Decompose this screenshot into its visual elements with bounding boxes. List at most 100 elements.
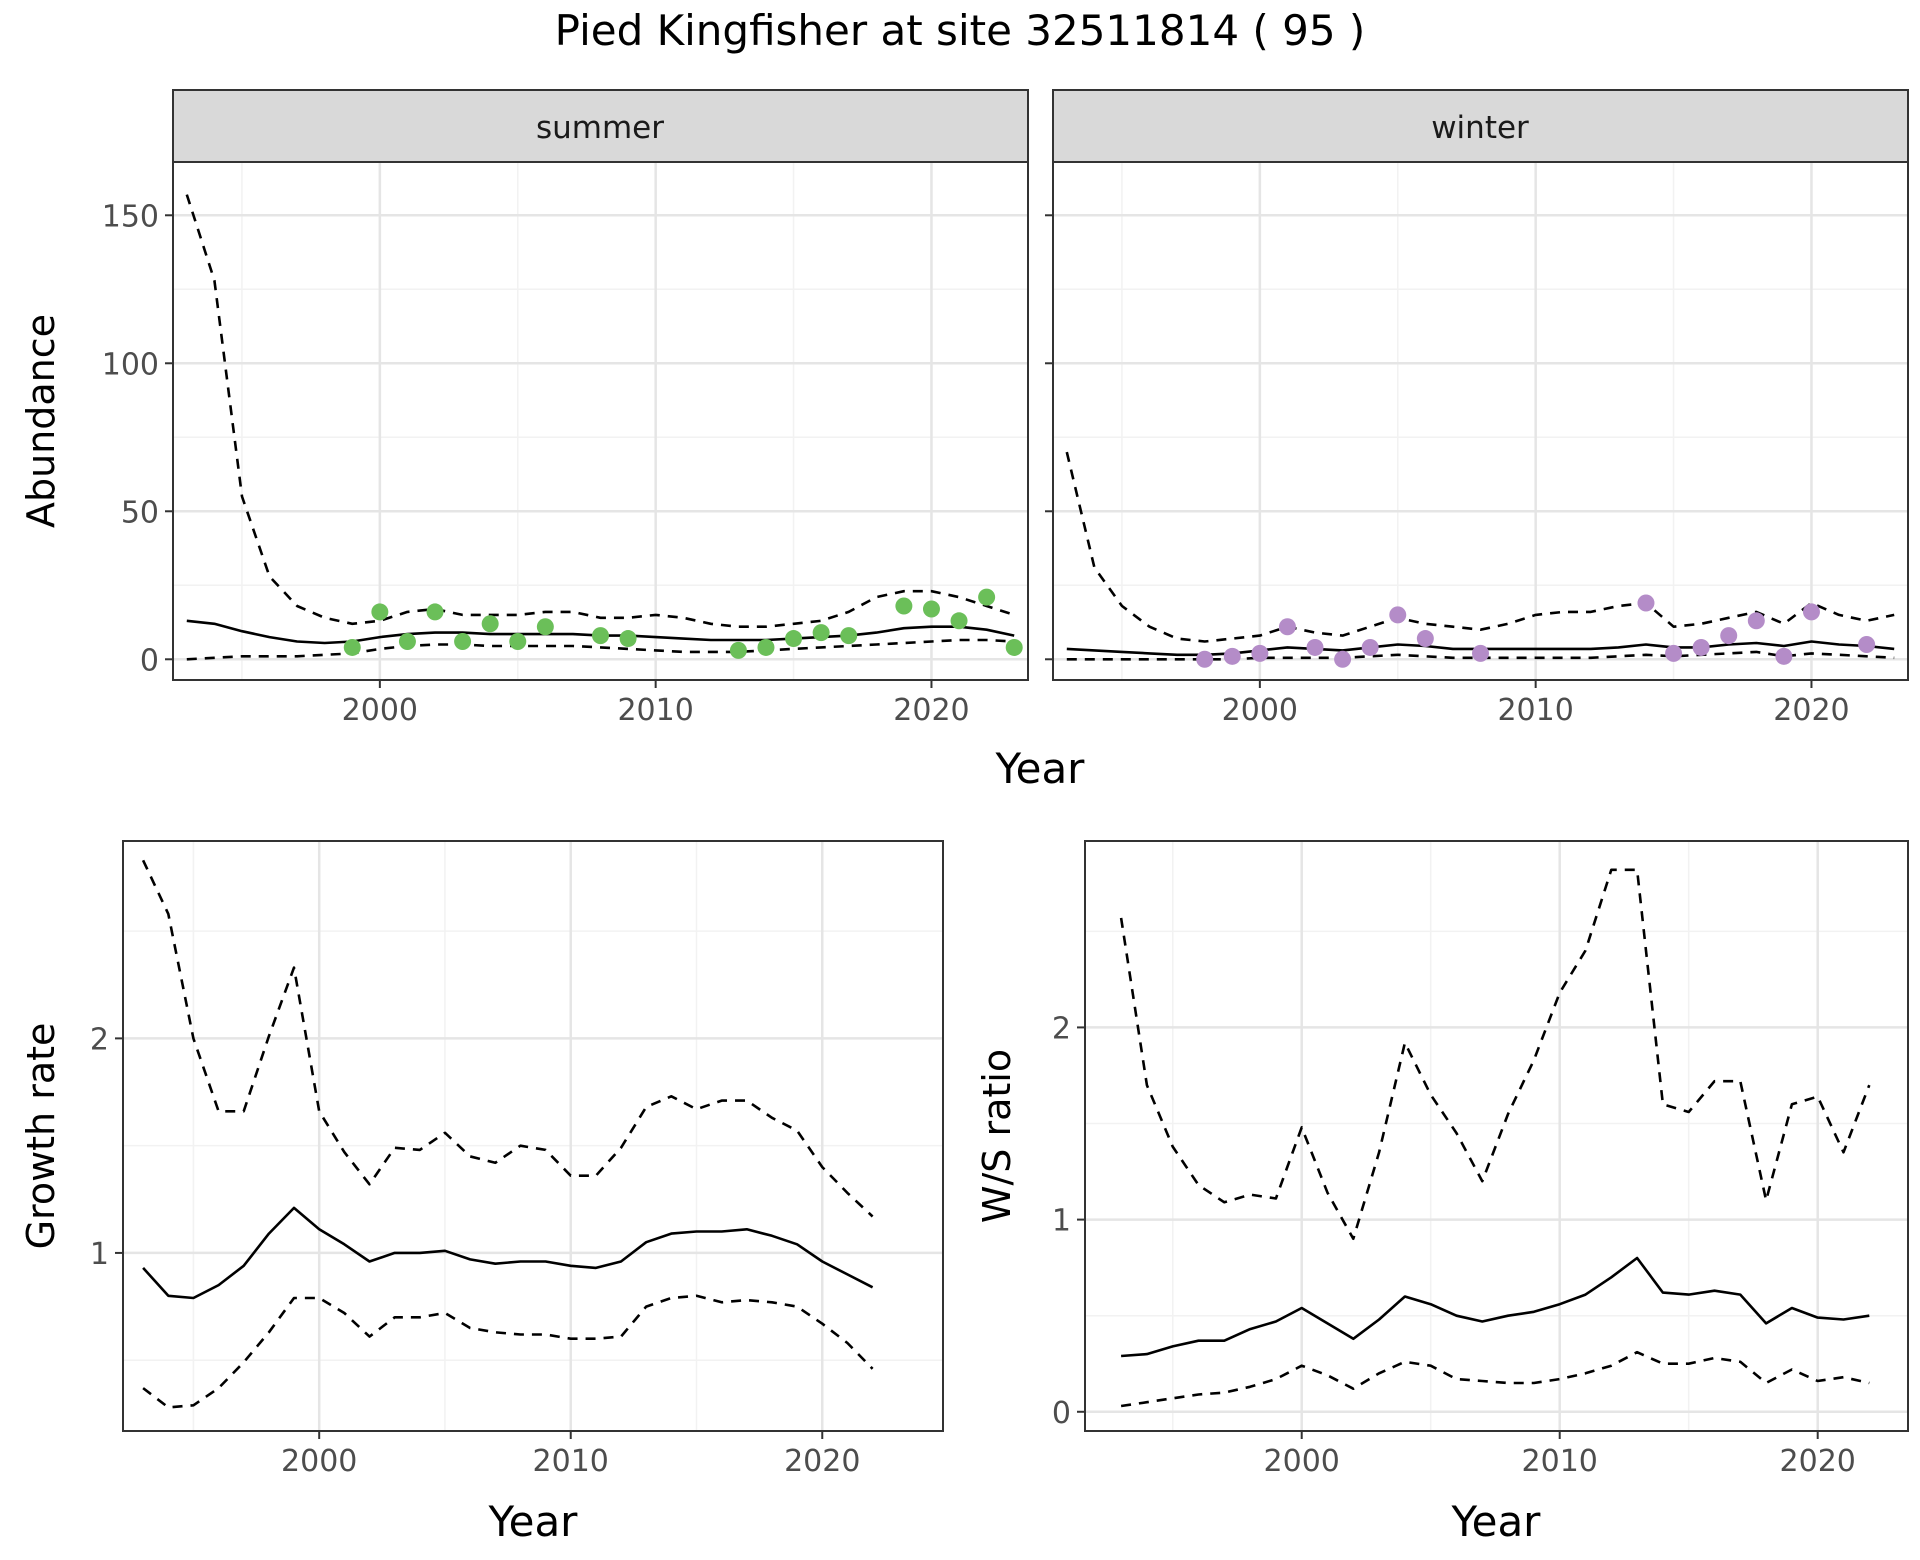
- ws-x-tick-label: 2010: [1522, 1444, 1598, 1479]
- ws-y-tick-label: 2: [1052, 1011, 1071, 1046]
- winter-data-point: [1278, 618, 1296, 636]
- winter-data-point: [1389, 606, 1407, 624]
- summer-data-point: [922, 600, 940, 618]
- growth-y-axis-title: Growth rate: [19, 1023, 63, 1250]
- ws-plot-border: [1084, 840, 1909, 1432]
- summer-data-point: [343, 638, 361, 656]
- growth-series: [141, 859, 874, 1409]
- winter-series: [1065, 451, 1895, 668]
- winter-plot-border: [1052, 161, 1909, 681]
- summer-y-axis-title: Abundance: [19, 314, 63, 528]
- growth-x-tick-label: 2020: [784, 1444, 860, 1479]
- winter-ci-line-1: [1065, 451, 1895, 643]
- summer-plot-area: [173, 162, 1028, 680]
- winter-data-point: [1747, 612, 1765, 630]
- ws-ci-line-2: [1120, 1350, 1870, 1408]
- summer-data-point: [592, 627, 609, 645]
- winter-data-point: [1802, 603, 1820, 621]
- growth-trend-line: [142, 1206, 874, 1300]
- winter-data-point: [1692, 638, 1710, 656]
- winter-panel: winter 2000 2010 2020: [1045, 89, 1909, 728]
- winter-strip: [1052, 89, 1909, 163]
- growth-plot-border: [122, 840, 944, 1432]
- winter-x-tick-label: 2010: [1497, 693, 1573, 728]
- ws-axes: 2000 2010 2020 0 1 2: [1052, 1011, 1856, 1479]
- winter-data-point: [1720, 627, 1738, 645]
- summer-strip: [172, 89, 1029, 163]
- summer-data-point: [619, 630, 637, 648]
- summer-ci-line-1: [185, 194, 1015, 628]
- summer-data-point: [371, 603, 389, 621]
- ws-ratio-panel: 2000 2010 2020 0 1 2 W/S ratio Year: [975, 840, 1909, 1546]
- summer-strip-label: summer: [536, 110, 664, 146]
- winter-data-point: [1858, 635, 1876, 653]
- ws-x-tick-label: 2000: [1264, 1444, 1340, 1479]
- winter-data-point: [1472, 644, 1489, 662]
- summer-x-tick-label: 2020: [893, 693, 969, 728]
- summer-y-tick-label: 0: [140, 643, 159, 678]
- winter-data-point: [1334, 650, 1352, 668]
- summer-data-point: [536, 618, 554, 636]
- winter-data-point: [1251, 644, 1269, 662]
- growth-plot-area: [123, 841, 943, 1431]
- winter-x-tick-label: 2020: [1773, 693, 1849, 728]
- summer-data-point: [895, 597, 913, 615]
- ws-y-tick-label: 0: [1052, 1396, 1071, 1431]
- ws-y-axis-title: W/S ratio: [975, 1049, 1019, 1223]
- ws-y-tick-label: 1: [1052, 1204, 1071, 1239]
- winter-data-point: [1223, 647, 1241, 665]
- figure-title: Pied Kingfisher at site 32511814 ( 95 ): [555, 6, 1366, 55]
- growth-rate-panel: 2000 2010 2020 1 2 Growth rate Year: [19, 840, 944, 1546]
- winter-data-point: [1665, 644, 1683, 662]
- winter-x-tick-label: 2000: [1222, 693, 1298, 728]
- summer-data-point: [840, 627, 858, 645]
- growth-axes: 2000 2010 2020 1 2: [90, 1022, 861, 1479]
- winter-data-point: [1361, 638, 1379, 656]
- growth-ci-line-2: [142, 1294, 874, 1409]
- summer-plot-border: [172, 161, 1029, 681]
- summer-data-point: [812, 624, 830, 642]
- growth-ci-line-1: [141, 859, 874, 1218]
- growth-y-tick-label: 1: [90, 1237, 109, 1272]
- summer-data-point: [950, 612, 968, 630]
- summer-y-tick-label: 50: [121, 495, 159, 530]
- ws-trend-line: [1121, 1256, 1870, 1358]
- winter-data-point: [1775, 647, 1793, 665]
- summer-data-point: [426, 603, 444, 621]
- summer-grid: [173, 162, 1028, 680]
- winter-data-point: [1637, 594, 1655, 612]
- winter-data-point: [1196, 650, 1214, 668]
- ws-x-axis-title: Year: [1451, 1497, 1542, 1546]
- summer-series: [185, 194, 1023, 661]
- summer-data-point: [1005, 638, 1023, 656]
- ws-plot-area: [1085, 841, 1908, 1431]
- ws-series: [1119, 868, 1871, 1408]
- summer-panel: summer 2000 2010 2020 0 50 100 150 Abundance: [19, 89, 1029, 728]
- ws-grid: [1085, 841, 1908, 1431]
- summer-data-point: [729, 641, 747, 659]
- summer-data-point: [481, 615, 499, 633]
- summer-data-point: [509, 633, 527, 651]
- growth-x-tick-label: 2000: [281, 1444, 357, 1479]
- summer-data-point: [398, 633, 416, 651]
- summer-data-point: [454, 633, 472, 651]
- winter-data-point: [1306, 638, 1324, 656]
- summer-x-tick-label: 2000: [342, 693, 418, 728]
- summer-data-point: [757, 638, 775, 656]
- summer-data-point: [785, 630, 803, 648]
- summer-y-tick-label: 100: [102, 347, 159, 382]
- summer-ci-line-2: [186, 638, 1015, 661]
- growth-x-tick-label: 2010: [533, 1444, 609, 1479]
- top-x-axis-title: Year: [995, 744, 1086, 793]
- winter-axes: 2000 2010 2020: [1045, 214, 1850, 728]
- winter-data-point: [1416, 630, 1434, 648]
- ws-x-tick-label: 2020: [1780, 1444, 1856, 1479]
- summer-axes: 2000 2010 2020 0 50 100 150: [102, 199, 970, 728]
- growth-grid: [123, 841, 943, 1431]
- summer-x-tick-label: 2010: [617, 693, 693, 728]
- winter-plot-area: [1053, 162, 1908, 680]
- summer-data-point: [978, 588, 996, 606]
- growth-x-axis-title: Year: [488, 1497, 579, 1546]
- growth-y-tick-label: 2: [90, 1022, 109, 1057]
